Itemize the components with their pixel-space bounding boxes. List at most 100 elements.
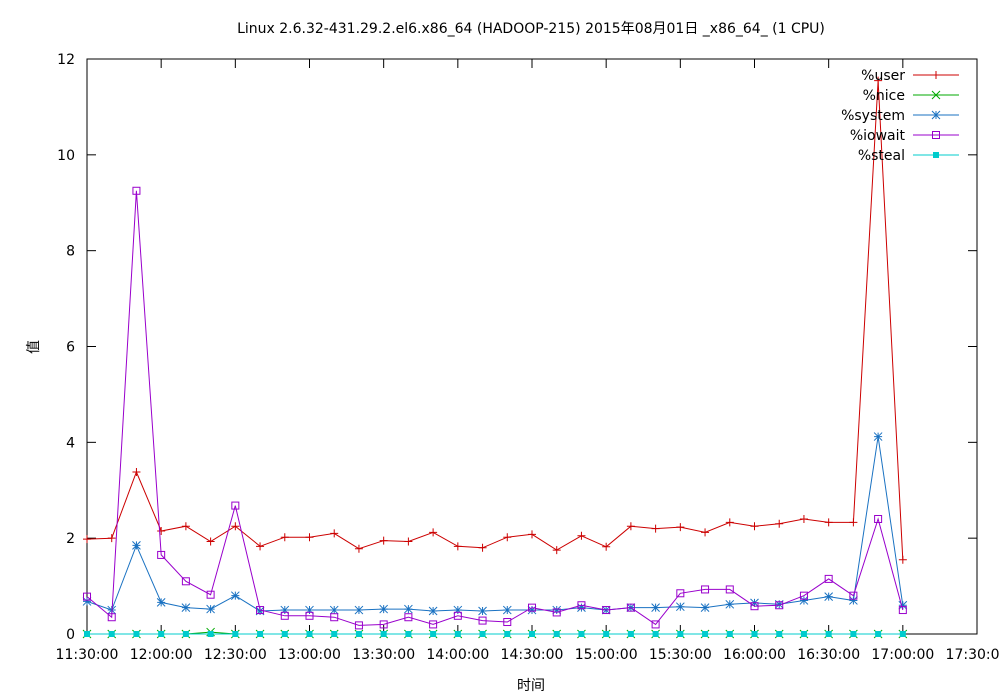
data-point bbox=[256, 542, 265, 551]
data-point bbox=[478, 543, 487, 552]
data-point bbox=[256, 606, 265, 615]
data-point bbox=[428, 606, 438, 616]
data-point bbox=[824, 592, 834, 601]
y-tick-label: 6 bbox=[66, 340, 75, 356]
data-point bbox=[453, 605, 463, 615]
data-point bbox=[281, 631, 288, 637]
data-point bbox=[232, 631, 239, 637]
legend-label: %nice bbox=[863, 88, 905, 104]
series-line bbox=[86, 190, 904, 626]
data-point bbox=[677, 631, 684, 637]
data-point bbox=[230, 591, 240, 601]
data-point bbox=[799, 596, 809, 605]
legend: %user %nice %system %iowait %steal bbox=[841, 68, 959, 164]
data-point bbox=[603, 631, 610, 637]
data-point bbox=[528, 603, 536, 612]
data-point bbox=[725, 585, 734, 594]
data-point bbox=[799, 591, 808, 600]
data-point bbox=[107, 534, 116, 543]
data-point bbox=[107, 613, 116, 622]
data-point bbox=[825, 631, 832, 637]
data-point bbox=[824, 518, 833, 527]
data-point bbox=[305, 533, 314, 542]
data-point bbox=[479, 631, 486, 637]
data-point bbox=[280, 611, 289, 620]
y-tick-label: 2 bbox=[66, 531, 75, 547]
data-point bbox=[578, 631, 585, 637]
y-tick-label: 8 bbox=[66, 244, 75, 260]
x-tick-label: 17:00:00 bbox=[871, 647, 934, 663]
data-point bbox=[108, 631, 115, 637]
x-tick-label: 17:30:00 bbox=[946, 647, 1000, 663]
data-point bbox=[552, 605, 562, 615]
data-point bbox=[84, 631, 90, 637]
x-tick-label: 12:30:00 bbox=[204, 647, 267, 663]
data-point bbox=[478, 616, 487, 625]
y-tick-label: 10 bbox=[57, 148, 75, 164]
x-tick-label: 14:30:00 bbox=[501, 647, 564, 663]
series-user bbox=[83, 76, 907, 564]
data-point bbox=[702, 631, 709, 637]
data-point bbox=[676, 523, 685, 532]
legend-label: %user bbox=[861, 68, 905, 84]
data-point bbox=[132, 186, 141, 195]
data-point bbox=[430, 631, 437, 637]
y-axis-label: 值 bbox=[26, 340, 42, 354]
data-point bbox=[602, 542, 611, 551]
data-point bbox=[306, 631, 313, 637]
data-point bbox=[726, 631, 733, 637]
data-point bbox=[355, 631, 362, 637]
data-point bbox=[206, 537, 215, 546]
data-point bbox=[503, 618, 512, 627]
data-point bbox=[158, 631, 165, 637]
data-point bbox=[429, 620, 438, 629]
data-point bbox=[725, 518, 734, 527]
data-point bbox=[330, 529, 339, 538]
data-point bbox=[626, 603, 635, 612]
data-point bbox=[280, 605, 290, 615]
data-point bbox=[157, 550, 166, 559]
series-nice bbox=[82, 627, 908, 639]
legend-label: %iowait bbox=[850, 128, 906, 144]
data-point bbox=[552, 608, 561, 617]
data-point bbox=[379, 620, 388, 629]
data-point bbox=[874, 76, 883, 85]
data-point bbox=[552, 546, 561, 555]
data-point bbox=[528, 530, 536, 539]
data-point bbox=[207, 631, 214, 637]
series-iowait bbox=[83, 186, 907, 630]
data-point bbox=[931, 90, 941, 100]
data-point bbox=[255, 606, 265, 616]
data-point bbox=[504, 631, 511, 637]
data-point bbox=[379, 536, 388, 545]
data-point bbox=[182, 631, 189, 637]
chart-title: Linux 2.6.32-431.29.2.el6.x86_64 (HADOOP… bbox=[237, 21, 825, 37]
y-tick-label: 4 bbox=[66, 435, 75, 451]
legend-label: %system bbox=[841, 108, 905, 124]
data-point bbox=[502, 605, 512, 615]
data-point bbox=[156, 598, 166, 607]
data-point bbox=[627, 631, 634, 637]
data-point bbox=[931, 110, 941, 120]
data-point bbox=[933, 152, 939, 158]
data-point bbox=[331, 631, 338, 637]
data-point bbox=[898, 600, 908, 610]
x-tick-label: 15:30:00 bbox=[649, 647, 712, 663]
data-point bbox=[824, 574, 833, 583]
x-tick-label: 13:00:00 bbox=[278, 647, 341, 663]
legend-label: %steal bbox=[858, 148, 905, 164]
data-point bbox=[305, 611, 314, 620]
data-point bbox=[181, 522, 190, 531]
data-point bbox=[405, 631, 412, 637]
data-point bbox=[206, 604, 215, 614]
data-point bbox=[850, 631, 857, 637]
data-point bbox=[626, 522, 635, 531]
data-point bbox=[750, 602, 759, 611]
data-point bbox=[577, 601, 586, 610]
data-point bbox=[553, 631, 560, 637]
data-point bbox=[529, 631, 535, 637]
data-point bbox=[231, 522, 240, 531]
data-point bbox=[701, 585, 710, 594]
data-point bbox=[849, 518, 858, 527]
